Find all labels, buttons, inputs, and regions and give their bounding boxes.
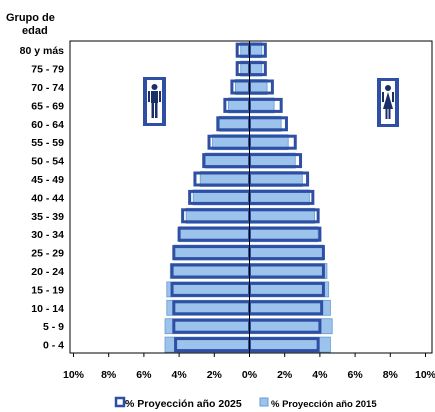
age-group-label: 30 - 34: [31, 229, 64, 241]
age-group-label: 65 - 69: [31, 100, 64, 112]
age-group-label: 25 - 29: [31, 248, 64, 260]
age-group-label: 0 - 4: [43, 340, 64, 352]
male-figure-icon: [143, 77, 166, 126]
age-group-label: 45 - 49: [31, 174, 64, 186]
age-group-label: 80 y más: [20, 45, 65, 57]
legend-label-2025: % Proyección año 2025: [125, 398, 242, 410]
x-tick-label: 6%: [348, 369, 364, 381]
age-group-label: 20 - 24: [31, 266, 64, 278]
x-tick-label: 4%: [172, 369, 188, 381]
x-tick-label: 0%: [242, 369, 258, 381]
x-tick-label: 10%: [415, 369, 435, 381]
x-tick-label: 10%: [63, 369, 85, 381]
age-group-label: 15 - 19: [31, 284, 64, 296]
legend-swatch-2025: [114, 396, 126, 408]
female-figure-icon: [377, 78, 399, 127]
age-group-label: 75 - 79: [31, 64, 64, 76]
age-group-label: 70 - 74: [31, 82, 64, 94]
age-group-label: 55 - 59: [31, 137, 64, 149]
x-tick-label: 8%: [101, 369, 117, 381]
legend-swatch-2015: [259, 397, 269, 407]
x-tick-label: 4%: [312, 369, 328, 381]
age-group-label: 5 - 9: [43, 321, 64, 333]
x-tick-label: 8%: [383, 369, 399, 381]
y-axis-title-line1: Grupo de: [6, 12, 55, 24]
age-group-label: 10 - 14: [31, 303, 64, 315]
age-group-label: 35 - 39: [31, 211, 64, 223]
legend: % Proyección año 2025 % Proyección año 2…: [114, 396, 377, 410]
age-group-label: 40 - 44: [31, 192, 64, 204]
x-tick-label: 2%: [207, 369, 223, 381]
legend-label-2015: % Proyección año 2015: [271, 399, 377, 410]
x-tick-label: 6%: [136, 369, 152, 381]
x-tick-label: 2%: [277, 369, 293, 381]
y-axis-title-line2: edad: [22, 25, 48, 37]
age-group-label: 60 - 64: [31, 119, 64, 131]
age-group-label: 50 - 54: [31, 156, 64, 168]
